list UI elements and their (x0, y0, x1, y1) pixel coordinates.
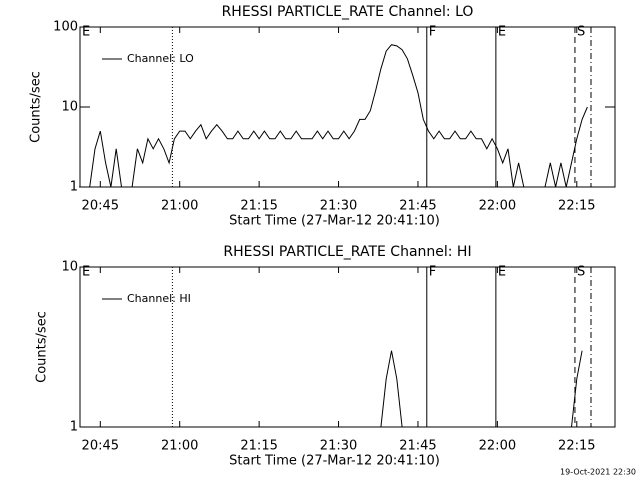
x-tick-label: 21:30 (320, 439, 357, 454)
y-axis-label: Counts/sec (35, 311, 50, 383)
data-line (80, 350, 583, 428)
x-tick-label: 21:15 (240, 199, 277, 214)
x-tick-label: 20:45 (82, 199, 119, 214)
legend-label: Channel: HI (127, 292, 191, 305)
plot-frame (79, 266, 616, 428)
x-axis-label: Start Time (27-Mar-12 20:41:10) (229, 214, 440, 229)
x-tick-label: 21:30 (320, 199, 357, 214)
chart-title: RHESSI PARTICLE_RATE Channel: LO (222, 4, 474, 20)
plot-frame (79, 26, 616, 188)
event-label: S (577, 265, 585, 280)
y-tick-label: 10 (61, 260, 78, 275)
x-tick-label: 21:00 (161, 439, 198, 454)
chart-title: RHESSI PARTICLE_RATE Channel: HI (223, 244, 471, 260)
x-tick-label: 21:15 (240, 439, 277, 454)
x-tick-label: 21:00 (161, 199, 198, 214)
y-tick-label: 100 (53, 20, 78, 35)
x-tick-label: 22:00 (479, 199, 516, 214)
x-axis-label: Start Time (27-Mar-12 20:41:10) (229, 454, 440, 469)
y-tick-label: 1 (70, 420, 78, 435)
x-tick-label: 21:45 (399, 199, 436, 214)
event-label: E (82, 265, 90, 280)
x-tick-label: 22:00 (479, 439, 516, 454)
x-tick-label: 21:45 (399, 439, 436, 454)
x-tick-label: 22:15 (558, 439, 595, 454)
event-label: F (429, 265, 436, 280)
event-label: F (429, 25, 436, 40)
event-label: S (577, 25, 585, 40)
event-label: E (498, 25, 506, 40)
data-line (79, 44, 588, 188)
legend-label: Channel: LO (127, 52, 194, 65)
x-tick-label: 20:45 (82, 439, 119, 454)
y-tick-label: 1 (70, 180, 78, 195)
event-label: E (82, 25, 90, 40)
event-label: E (498, 265, 506, 280)
x-tick-label: 22:15 (558, 199, 595, 214)
footer: 19-Oct-2021 22:30 (560, 468, 636, 477)
y-tick-label: 10 (61, 100, 78, 115)
y-axis-label: Counts/sec (29, 71, 44, 143)
